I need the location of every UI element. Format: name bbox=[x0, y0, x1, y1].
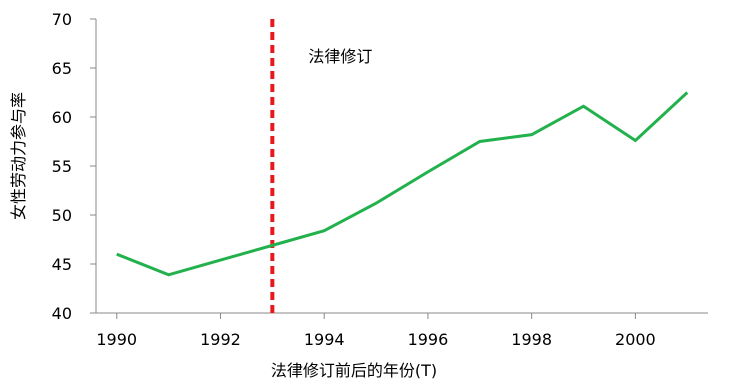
x-tick-label: 1992 bbox=[200, 330, 241, 349]
x-axis-label: 法律修订前后的年份(T) bbox=[271, 361, 437, 379]
x-tick-label: 1996 bbox=[408, 330, 449, 349]
x-tick-label: 1994 bbox=[304, 330, 345, 349]
y-tick-label: 40 bbox=[52, 304, 72, 323]
series-line bbox=[116, 91, 689, 277]
y-tick-label: 60 bbox=[52, 108, 72, 127]
y-tick-label: 45 bbox=[52, 255, 72, 274]
y-tick-label: 65 bbox=[52, 59, 72, 78]
y-tick-label: 70 bbox=[52, 10, 72, 29]
y-tick-label: 55 bbox=[52, 157, 72, 176]
y-tick-label: 50 bbox=[52, 206, 72, 225]
y-axis-label: 女性劳动力参与率 bbox=[9, 92, 28, 220]
x-tick-label: 1990 bbox=[96, 330, 137, 349]
x-tick-label: 2000 bbox=[615, 330, 656, 349]
law-revision-label: 法律修订 bbox=[308, 47, 372, 66]
x-tick-label: 1998 bbox=[511, 330, 552, 349]
